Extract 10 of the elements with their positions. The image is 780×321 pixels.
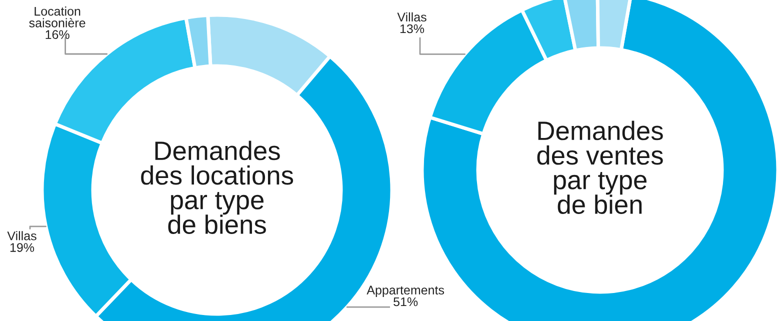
text: Demandes des locations par type de biens [141, 140, 294, 234]
slice-label: Villas [7, 231, 36, 240]
text: Demandes des ventes par type de bien [537, 120, 663, 214]
data-label: 51% [394, 297, 418, 306]
slice-label: Villas [397, 12, 426, 22]
data-label: 13% [400, 24, 424, 34]
slice-label: Location saisonière [29, 6, 86, 28]
data-label: 19% [10, 243, 34, 252]
data-label: 16% [46, 30, 70, 40]
slice-label: Appartements [366, 286, 444, 297]
